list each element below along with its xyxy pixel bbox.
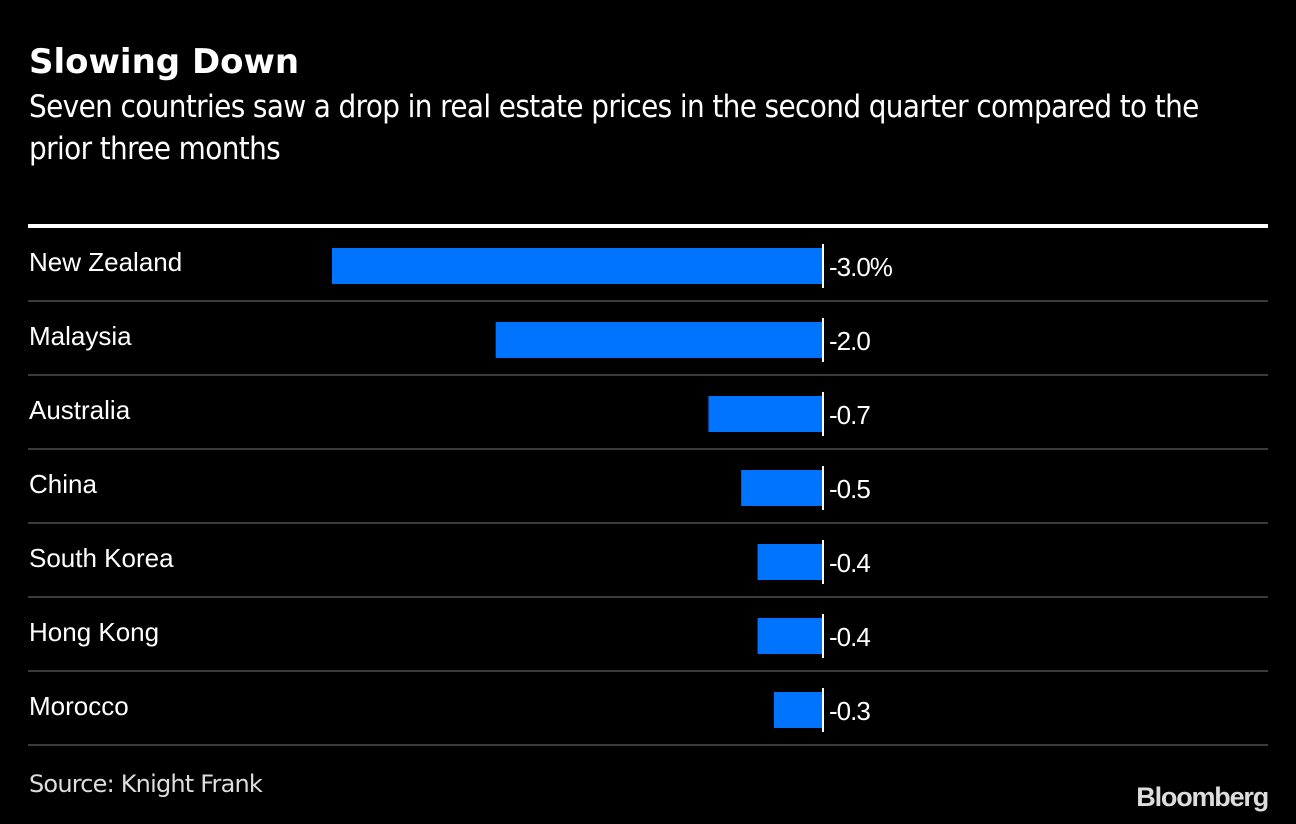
- category-label: Hong Kong: [29, 617, 159, 647]
- value-label: -2.0: [829, 326, 870, 356]
- value-label: -0.4: [829, 622, 870, 652]
- top-rule: [28, 224, 1268, 228]
- category-label: New Zealand: [29, 247, 182, 277]
- category-label: South Korea: [29, 543, 174, 573]
- bloomberg-logo: Bloomberg: [1136, 782, 1269, 812]
- value-label: -3.0%: [829, 252, 893, 282]
- value-label: -0.5: [829, 474, 870, 504]
- category-label: Australia: [29, 395, 131, 425]
- category-label: Malaysia: [29, 321, 132, 351]
- value-label: -0.4: [829, 548, 870, 578]
- bar: [757, 618, 823, 654]
- bar: [332, 248, 823, 284]
- bar: [757, 544, 823, 580]
- chart-title: Slowing Down: [29, 42, 300, 82]
- bar: [773, 692, 823, 728]
- source-note: Source: Knight Frank: [29, 770, 263, 798]
- value-label: -0.7: [829, 400, 870, 430]
- bar: [708, 396, 823, 432]
- chart-subtitle: Seven countries saw a drop in real estat…: [29, 89, 1199, 167]
- value-label: -0.3: [829, 696, 870, 726]
- category-label: Morocco: [29, 691, 129, 721]
- bar: [495, 322, 823, 358]
- category-label: China: [29, 469, 97, 499]
- bar: [741, 470, 823, 506]
